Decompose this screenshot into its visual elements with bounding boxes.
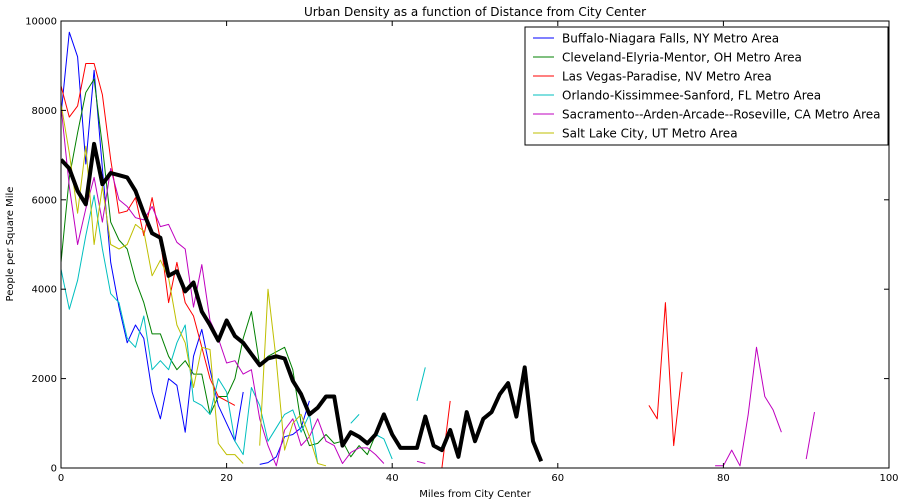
y-tick-label: 8000 [32, 106, 57, 117]
legend-label: Sacramento--Arden-Arcade--Roseville, CA … [562, 108, 880, 122]
series-5-line-0 [61, 103, 244, 464]
series-4-line-2 [715, 346, 782, 467]
x-tick-label: 40 [386, 473, 399, 484]
series-1-line-0 [61, 78, 377, 458]
series-layer [61, 31, 815, 468]
series-3-line-1 [350, 414, 360, 424]
legend-label: Orlando-Kissimmee-Sanford, FL Metro Area [562, 89, 821, 103]
series-2-line-0 [61, 63, 236, 406]
y-tick-label: 4000 [32, 285, 57, 296]
y-tick-label: 6000 [32, 195, 57, 206]
legend: Buffalo-Niagara Falls, NY Metro Area Clev… [524, 26, 889, 146]
y-tick-label: 0 [51, 464, 57, 475]
series-0-line-0 [61, 31, 244, 442]
legend-label: Buffalo-Niagara Falls, NY Metro Area [562, 32, 779, 46]
legend-label: Cleveland-Elyria-Mentor, OH Metro Area [562, 51, 802, 65]
x-tick-label: 60 [551, 473, 564, 484]
tick-layer: 0 20 40 60 80 100 0 2000 4000 6000 8000 10000 [25, 17, 898, 485]
x-tick-label: 100 [879, 473, 898, 484]
y-tick-label: 10000 [25, 17, 57, 28]
x-tick-label: 80 [717, 473, 730, 484]
y-tick-label: 2000 [32, 374, 57, 385]
legend-label: Las Vegas-Paradise, NV Metro Area [562, 70, 772, 84]
series-3-line-3 [416, 367, 426, 402]
series-2-line-1 [417, 400, 451, 468]
x-tick-label: 0 [58, 473, 64, 484]
chart-title: Urban Density as a function of Distance … [304, 5, 646, 19]
series-3-line-2 [375, 434, 393, 460]
series-0-line-1 [259, 400, 310, 465]
plot-frame [60, 20, 890, 469]
series-2-line-2 [648, 302, 683, 447]
series-5-line-1 [259, 288, 327, 467]
y-axis-label: People per Square Mile [5, 187, 16, 302]
legend-label: Salt Lake City, UT Metro Area [562, 127, 738, 141]
series-4-line-0 [61, 105, 385, 467]
series-4-line-3 [805, 412, 815, 460]
x-axis-label: Miles from City Center [419, 489, 532, 500]
series-6-line-0 [61, 141, 544, 463]
series-3-line-0 [61, 194, 319, 464]
x-tick-label: 20 [220, 473, 233, 484]
series-4-line-1 [416, 460, 426, 464]
legend-frame [524, 26, 889, 146]
